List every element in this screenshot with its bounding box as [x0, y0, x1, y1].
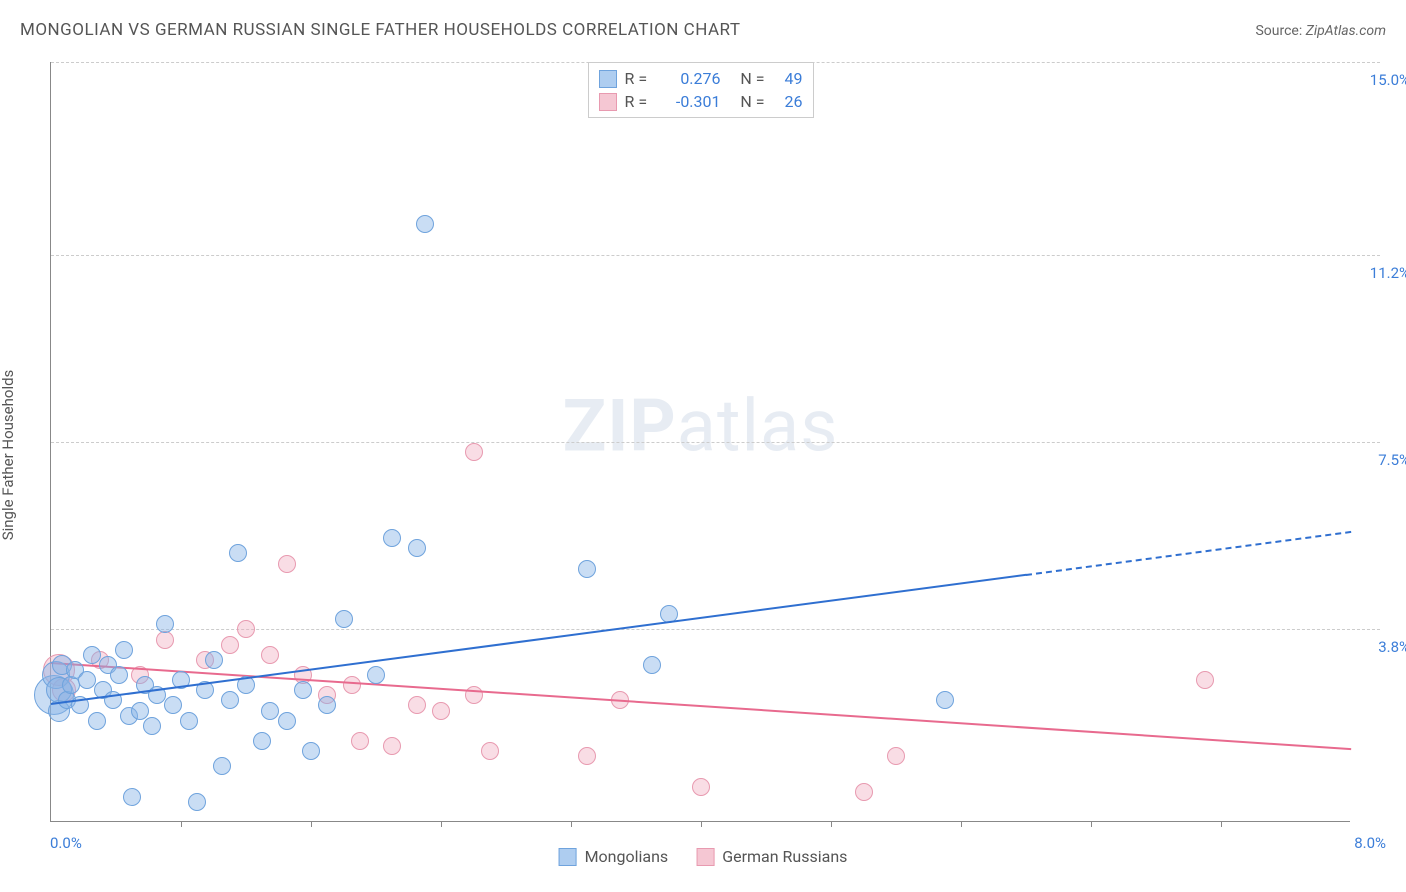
- mongolians-point: [164, 696, 182, 714]
- n-value: 26: [773, 92, 803, 111]
- x-tick: [831, 821, 832, 827]
- mongolians-point: [78, 671, 96, 689]
- german-russians-point: [465, 443, 483, 461]
- german-russians-point: [887, 747, 905, 765]
- x-tick: [441, 821, 442, 827]
- mongolians-point: [408, 539, 426, 557]
- legend-swatch: [696, 848, 714, 866]
- mongolians-point: [156, 615, 174, 633]
- n-label: N =: [729, 92, 765, 111]
- mongolians-point: [302, 742, 320, 760]
- y-tick-label: 7.5%: [1378, 451, 1406, 469]
- scatter-plot-area: ZIPatlas R =0.276N =49R =-0.301N =26 3.8…: [50, 62, 1350, 822]
- mongolians-point: [261, 702, 279, 720]
- series-legend-label: German Russians: [722, 847, 847, 866]
- mongolians-point: [115, 641, 133, 659]
- r-value: -0.301: [661, 92, 721, 111]
- mongolians-point: [123, 788, 141, 806]
- german-russians-point: [578, 747, 596, 765]
- y-tick-label: 15.0%: [1370, 71, 1406, 89]
- german-russians-point: [221, 636, 239, 654]
- mongolians-trendline: [51, 574, 1026, 705]
- mongolians-trendline-extrapolated: [1026, 531, 1351, 576]
- r-label: R =: [625, 69, 653, 88]
- mongolians-point: [578, 560, 596, 578]
- gridline: [51, 255, 1380, 256]
- mongolians-point: [936, 691, 954, 709]
- mongolians-point: [143, 717, 161, 735]
- gridline: [51, 442, 1380, 443]
- correlation-legend-row: R = -0.301 N = 26: [599, 90, 803, 113]
- x-tick: [701, 821, 702, 827]
- source-name: ZipAtlas.com: [1306, 23, 1386, 39]
- mongolians-point: [180, 712, 198, 730]
- mongolians-point: [83, 646, 101, 664]
- german-russians-point: [481, 742, 499, 760]
- german-russians-point: [237, 620, 255, 638]
- correlation-legend-row: R = 0.276 N = 49: [599, 67, 803, 90]
- y-tick-label: 3.8%: [1378, 638, 1406, 656]
- chart-header: MONGOLIAN VS GERMAN RUSSIAN SINGLE FATHE…: [20, 20, 1386, 40]
- legend-swatch: [599, 70, 617, 88]
- german-russians-point: [432, 702, 450, 720]
- r-value: 0.276: [661, 69, 721, 88]
- german-russians-point: [408, 696, 426, 714]
- german-russians-point: [383, 737, 401, 755]
- r-label: R =: [625, 92, 653, 111]
- series-legend: Mongolians German Russians: [559, 847, 848, 866]
- chart-source: Source: ZipAtlas.com: [1255, 23, 1386, 39]
- legend-swatch: [559, 848, 577, 866]
- x-tick: [311, 821, 312, 827]
- mongolians-point: [335, 610, 353, 628]
- german-russians-point: [343, 676, 361, 694]
- n-label: N =: [729, 69, 765, 88]
- mongolians-point: [278, 712, 296, 730]
- watermark-zip: ZIP: [563, 384, 677, 469]
- mongolians-point: [221, 691, 239, 709]
- mongolians-point: [213, 757, 231, 775]
- series-legend-label: Mongolians: [585, 847, 669, 866]
- x-tick: [181, 821, 182, 827]
- x-axis-origin-label: 0.0%: [50, 834, 82, 852]
- german-russians-point: [261, 646, 279, 664]
- mongolians-point: [205, 651, 223, 669]
- x-tick: [1091, 821, 1092, 827]
- series-legend-item: German Russians: [696, 847, 847, 866]
- german-russians-point: [1196, 671, 1214, 689]
- mongolians-point: [318, 696, 336, 714]
- x-axis-max-label: 8.0%: [1354, 834, 1386, 852]
- chart-title: MONGOLIAN VS GERMAN RUSSIAN SINGLE FATHE…: [20, 20, 741, 40]
- watermark: ZIPatlas: [563, 384, 839, 469]
- legend-swatch: [599, 93, 617, 111]
- series-legend-item: Mongolians: [559, 847, 669, 866]
- correlation-legend: R = 0.276 N = 49 R = -0.301 N = 26: [588, 62, 814, 118]
- source-prefix: Source:: [1255, 23, 1302, 39]
- watermark-atlas: atlas: [677, 384, 839, 469]
- x-tick: [961, 821, 962, 827]
- mongolians-point: [188, 793, 206, 811]
- mongolians-point: [229, 544, 247, 562]
- y-tick-label: 11.2%: [1370, 264, 1406, 282]
- mongolians-point: [383, 529, 401, 547]
- mongolians-point: [253, 732, 271, 750]
- mongolians-point: [367, 666, 385, 684]
- mongolians-point: [110, 666, 128, 684]
- german-russians-point: [278, 555, 296, 573]
- german-russians-point: [351, 732, 369, 750]
- x-tick: [1221, 821, 1222, 827]
- n-value: 49: [773, 69, 803, 88]
- x-tick: [571, 821, 572, 827]
- german-russians-point: [692, 778, 710, 796]
- mongolians-point: [88, 712, 106, 730]
- mongolians-point: [294, 681, 312, 699]
- german-russians-point: [855, 783, 873, 801]
- mongolians-point: [643, 656, 661, 674]
- mongolians-point: [416, 215, 434, 233]
- y-axis-label: Single Father Households: [0, 370, 17, 541]
